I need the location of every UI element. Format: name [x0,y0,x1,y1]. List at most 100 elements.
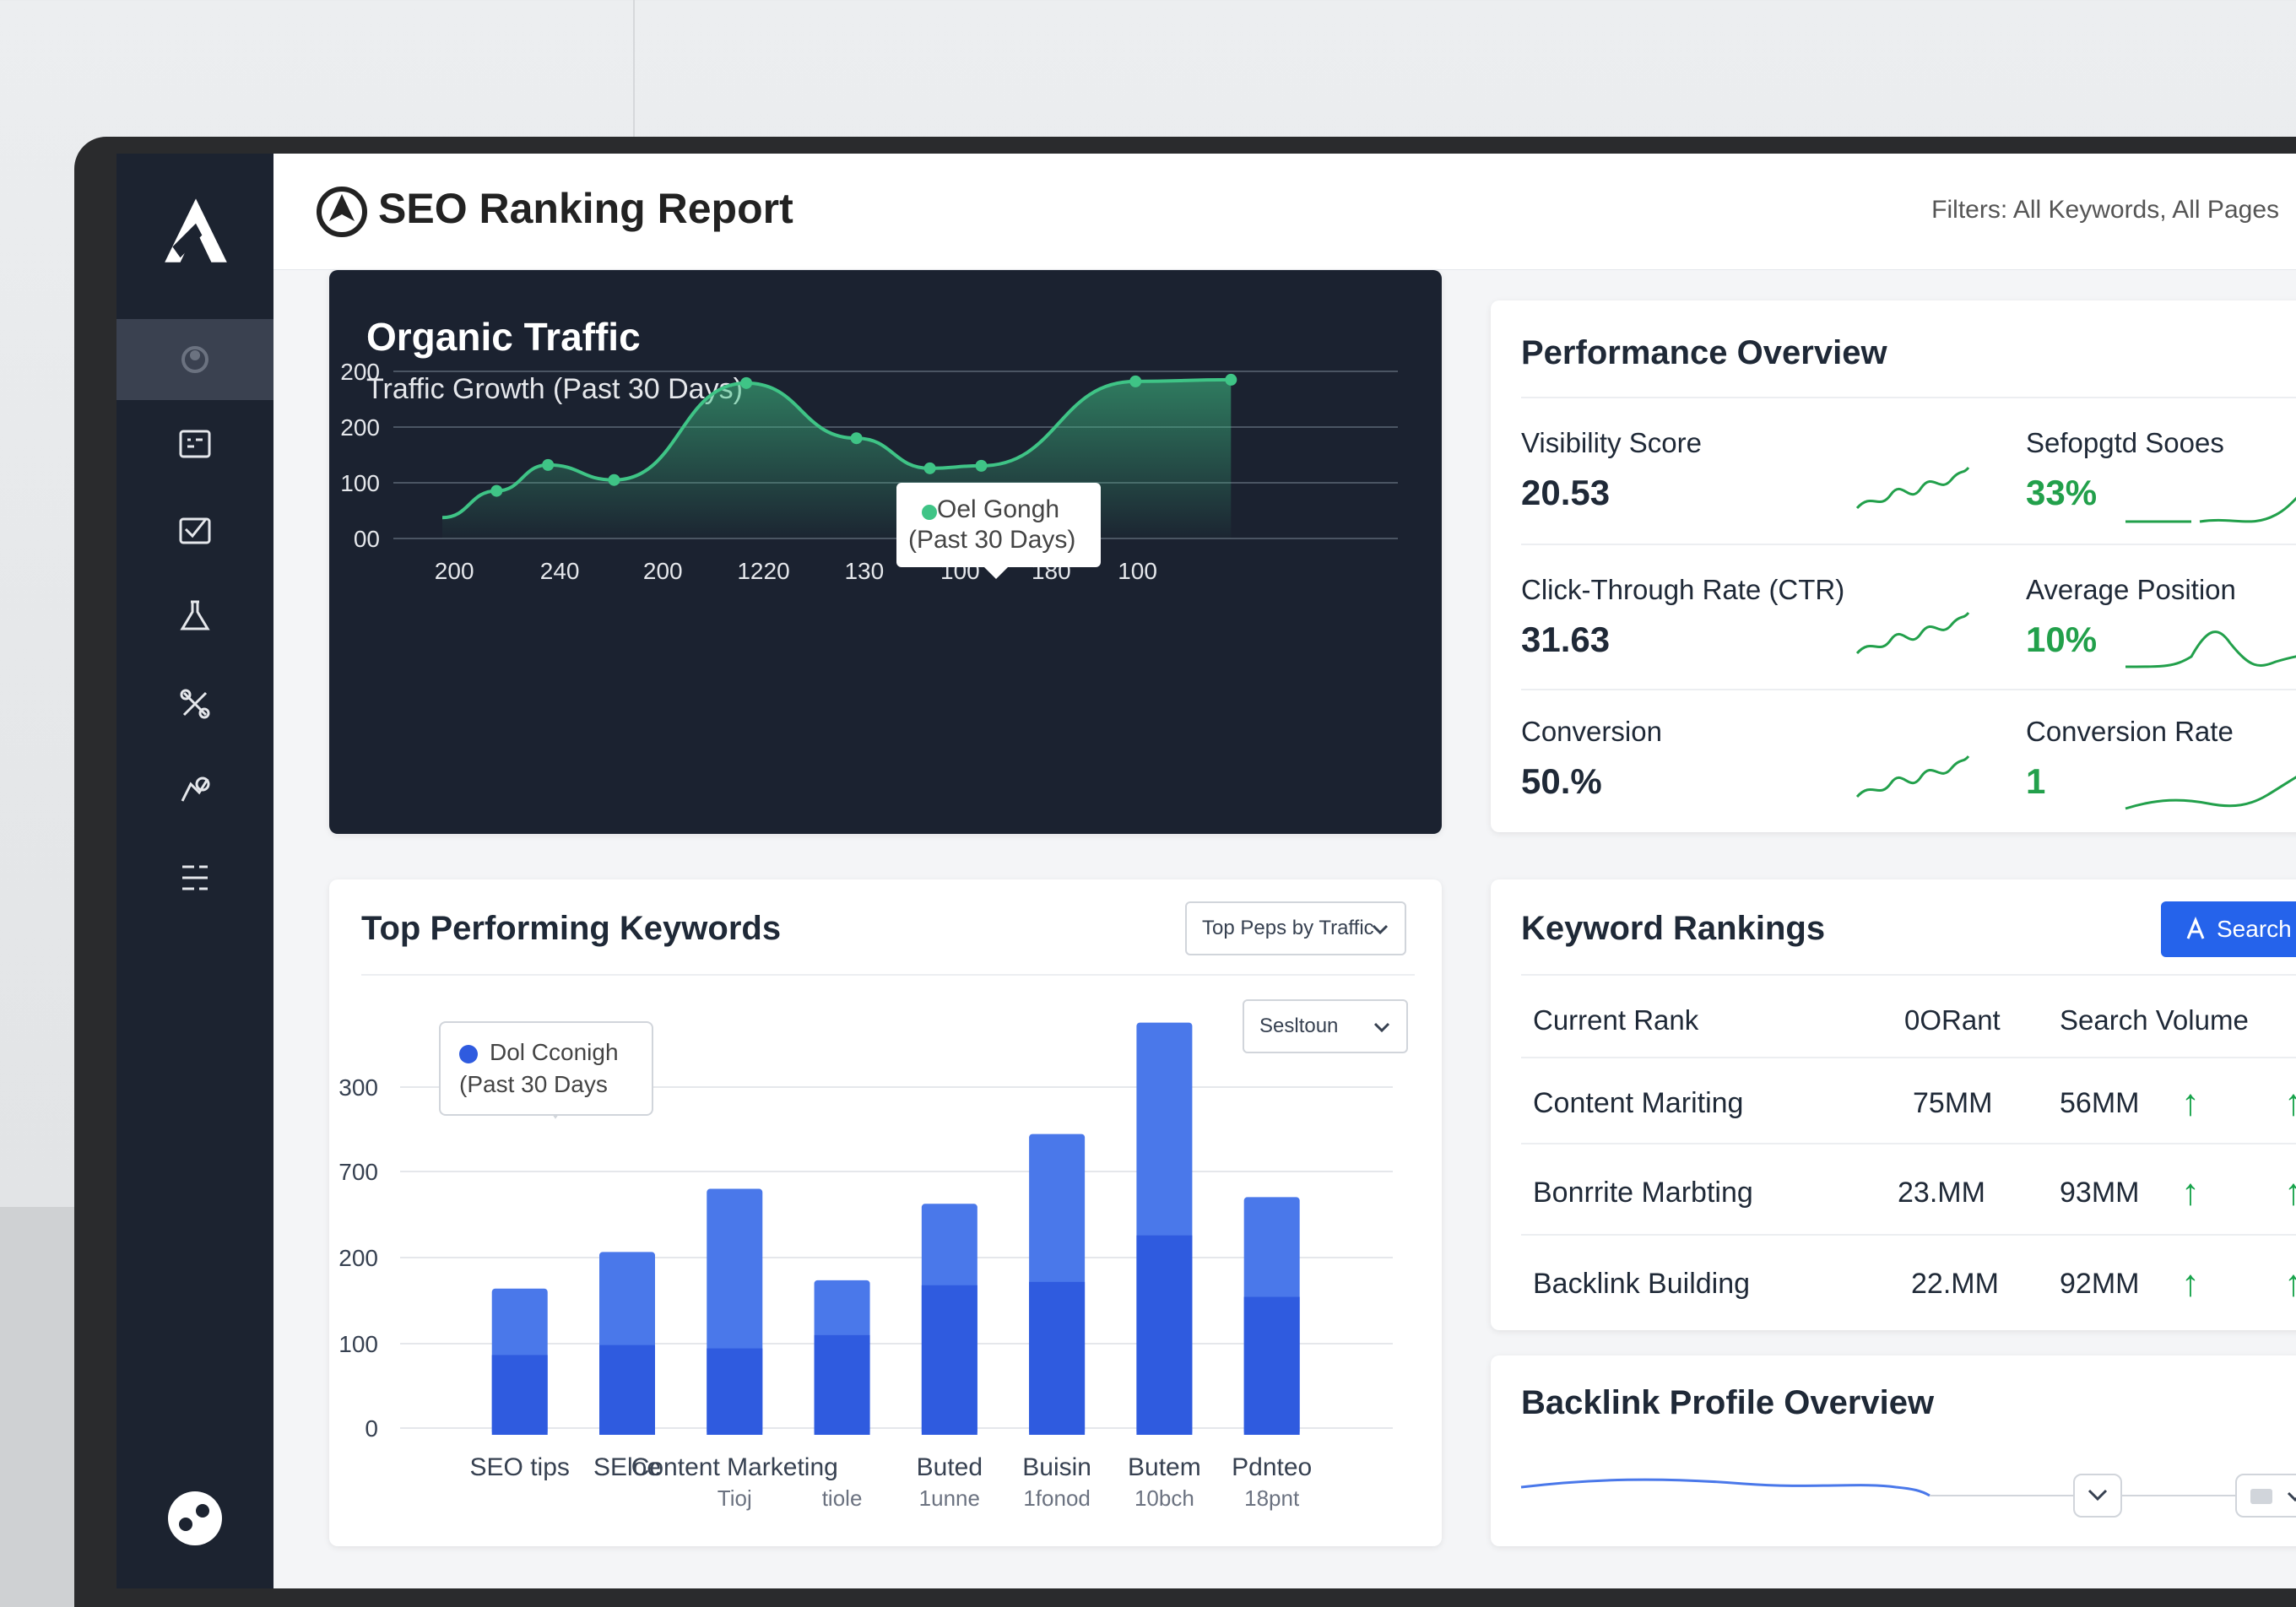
performance-sparklines [1855,467,2296,810]
performance-overview-card: Performance Overview Visibility Score 20… [1491,300,2296,832]
dashboard-icon [179,430,211,458]
data-point[interactable] [850,432,863,445]
divider [361,974,1415,976]
up-arrow-icon: ↑ [2284,1263,2296,1304]
performance-title: Performance Overview [1521,334,1887,371]
divider [1521,1143,2296,1144]
y-tick-label: 700 [338,1159,378,1185]
search-rankings-label: Search R [2217,916,2296,942]
data-point[interactable] [542,458,555,471]
user-avatar-icon[interactable] [167,1491,223,1546]
chevron-down-icon [2088,1489,2108,1501]
metric-label: Visibility Score [1521,427,1702,458]
organic-traffic-title: Organic Traffic [366,315,641,359]
bar-segment[interactable] [1243,1296,1300,1435]
filter-summary[interactable]: Filters: All Keywords, All Pages [1931,196,2279,224]
bar-segment[interactable] [921,1285,977,1435]
volume-cell: 56MM [2060,1087,2140,1119]
data-point[interactable] [1225,373,1237,386]
y-tick-label: 100 [340,470,380,496]
top-keywords-title: Top Performing Keywords [361,910,782,947]
search-icon [2186,917,2205,939]
data-point[interactable] [608,473,620,486]
up-arrow-icon: ↑ [2181,1171,2200,1213]
screen: SEO Ranking Report Filters: All Keywords… [116,154,2296,1588]
backlink-profile-card: Backlink Profile Overview [1491,1355,2296,1546]
bar-segment[interactable] [1029,1281,1086,1435]
x-tick-label: 240 [540,558,580,584]
x-tick-sublabel: Tioj [718,1485,752,1511]
backlink-filter-dropdown[interactable] [2235,1474,2296,1518]
search-rankings-button[interactable]: Search R [2161,901,2296,957]
data-point[interactable] [923,462,936,474]
x-tick-label: Buted [917,1453,983,1481]
tooltip-pointer [984,567,1008,579]
backlink-expand-button[interactable] [2073,1474,2122,1518]
backlink-sparkline [1520,1478,2296,1497]
y-tick-label: 100 [338,1331,378,1357]
up-arrow-icon: ↑ [2181,1082,2200,1123]
divider [1521,397,2296,398]
up-arrow-icon: ↑ [2284,1082,2296,1123]
metric-label: Click-Through Rate (CTR) [1521,574,1845,605]
bar-segment[interactable] [599,1345,655,1435]
sidebar-item-list[interactable] [116,837,273,918]
metric-label: Conversion Rate [2026,716,2234,747]
x-tick-label: 100 [1118,558,1157,584]
up-arrow-icon: ↑ [2181,1263,2200,1304]
metric-value: 31.63 [1521,620,1611,659]
traffic-line [441,377,1232,520]
data-point[interactable] [490,484,503,497]
divider [1521,1057,2296,1058]
sidebar [116,154,273,1588]
sparkline [1855,467,1970,510]
x-tick-sublabel: 10bch [1134,1485,1194,1511]
traffic-tooltip-line1: Oel Gongh [937,495,1060,523]
metric-value: 1 [2026,761,2046,801]
sidebar-item-settings[interactable] [116,749,273,831]
keywords-tooltip-line2: (Past 30 Days [459,1071,608,1097]
divider [1521,1234,2296,1236]
x-tick-label: Content Marketing [631,1453,838,1481]
x-tick-label: Butem [1128,1453,1201,1481]
y-tick-label: 200 [340,414,380,441]
bar-segment[interactable] [491,1355,548,1435]
traffic-sort-label: Top Peps by Traffic [1202,917,1374,939]
sparkline [1855,755,1970,798]
column-header: Search Volume [2060,1004,2249,1036]
traffic-sort-dropdown[interactable]: Top Peps by Traffic [1185,901,1406,955]
data-point[interactable] [740,376,753,389]
up-arrow-icon: ↑ [2284,1171,2296,1213]
sidebar-item-tools[interactable] [116,663,273,744]
divider [1521,974,2296,976]
globe-icon [181,346,208,373]
data-point[interactable] [1129,375,1142,387]
x-tick-label: SEloe [593,1453,661,1481]
metric-value: 50.% [1521,761,1602,801]
data-point[interactable] [975,459,988,472]
x-tick-label: Pdnteo [1232,1453,1312,1481]
page-title: SEO Ranking Report [378,185,793,232]
rank-cell: 22.MM [1911,1268,1999,1300]
app-logo-icon[interactable] [157,192,235,270]
sparkline [2199,496,2296,523]
x-tick-label: SEO tips [470,1453,570,1481]
keywords-tooltip-line1: Dol Cconigh [490,1039,619,1065]
sparkline [2125,776,2296,810]
season-label: Sesltoun [1259,1015,1339,1037]
y-tick-label: 300 [338,1074,378,1101]
sidebar-item-dashboard[interactable] [116,403,273,484]
season-dropdown[interactable]: Sesltoun [1243,999,1408,1053]
sidebar-item-mail[interactable] [116,490,273,571]
tooltip-dot [922,505,937,520]
bar-segment[interactable] [707,1348,763,1435]
sidebar-item-flask[interactable] [116,576,273,657]
bar-segment[interactable] [814,1334,870,1435]
chevron-down-icon [1372,924,1389,935]
sidebar-item-globe[interactable] [116,319,273,400]
column-header: Current Rank [1533,1004,1699,1036]
top-keywords-card: Top Performing Keywords Top Peps by Traf… [329,879,1442,1546]
x-tick-sublabel: tiole [822,1485,863,1511]
bar-segment[interactable] [1136,1235,1193,1435]
